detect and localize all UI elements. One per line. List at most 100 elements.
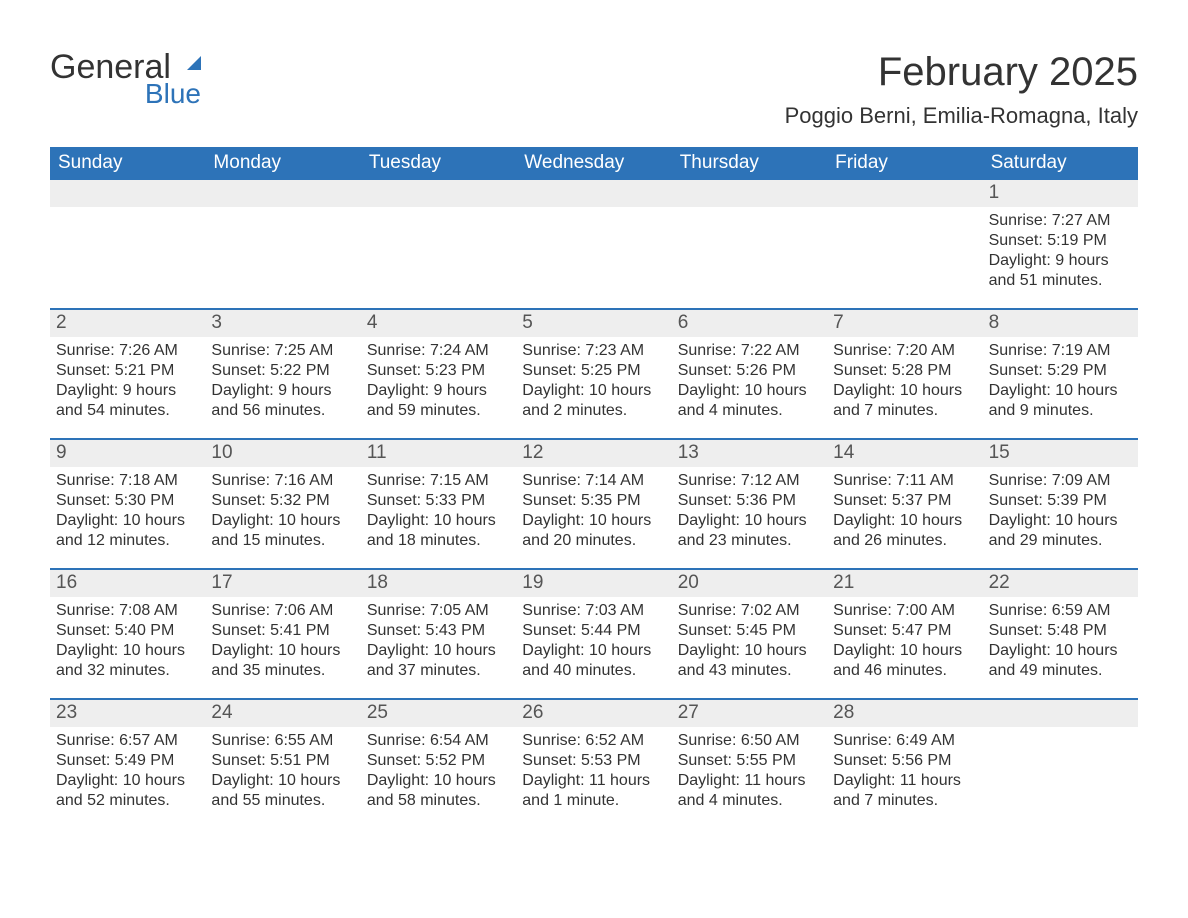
calendar-cell: 20Sunrise: 7:02 AMSunset: 5:45 PMDayligh…	[672, 570, 827, 690]
sunset-line: Sunset: 5:39 PM	[989, 491, 1132, 511]
daylight-line: Daylight: 10 hours and 26 minutes.	[833, 511, 976, 551]
logo-triangle-icon	[173, 56, 201, 70]
sunset-line: Sunset: 5:53 PM	[522, 751, 665, 771]
day-info: Sunrise: 7:05 AMSunset: 5:43 PMDaylight:…	[361, 597, 516, 681]
calendar-cell: 6Sunrise: 7:22 AMSunset: 5:26 PMDaylight…	[672, 310, 827, 430]
day-info: Sunrise: 7:14 AMSunset: 5:35 PMDaylight:…	[516, 467, 671, 551]
day-number: 13	[672, 440, 827, 467]
daylight-line: Daylight: 10 hours and 46 minutes.	[833, 641, 976, 681]
daylight-line: Daylight: 10 hours and 9 minutes.	[989, 381, 1132, 421]
sunrise-line: Sunrise: 7:05 AM	[367, 601, 510, 621]
day-info: Sunrise: 6:52 AMSunset: 5:53 PMDaylight:…	[516, 727, 671, 811]
day-info: Sunrise: 7:25 AMSunset: 5:22 PMDaylight:…	[205, 337, 360, 421]
calendar-cell: 2Sunrise: 7:26 AMSunset: 5:21 PMDaylight…	[50, 310, 205, 430]
day-info: Sunrise: 6:49 AMSunset: 5:56 PMDaylight:…	[827, 727, 982, 811]
calendar-cell: 7Sunrise: 7:20 AMSunset: 5:28 PMDaylight…	[827, 310, 982, 430]
sunset-line: Sunset: 5:19 PM	[989, 231, 1132, 251]
day-number: 28	[827, 700, 982, 727]
day-info: Sunrise: 7:12 AMSunset: 5:36 PMDaylight:…	[672, 467, 827, 551]
sunrise-line: Sunrise: 7:19 AM	[989, 341, 1132, 361]
sunrise-line: Sunrise: 7:03 AM	[522, 601, 665, 621]
weekday-header: Friday	[827, 147, 982, 180]
sunset-line: Sunset: 5:41 PM	[211, 621, 354, 641]
day-number: 27	[672, 700, 827, 727]
weekday-header: Sunday	[50, 147, 205, 180]
day-number-empty	[50, 180, 205, 207]
sunset-line: Sunset: 5:45 PM	[678, 621, 821, 641]
day-number: 11	[361, 440, 516, 467]
calendar-cell: 8Sunrise: 7:19 AMSunset: 5:29 PMDaylight…	[983, 310, 1138, 430]
daylight-line: Daylight: 10 hours and 4 minutes.	[678, 381, 821, 421]
sunrise-line: Sunrise: 7:26 AM	[56, 341, 199, 361]
sunset-line: Sunset: 5:22 PM	[211, 361, 354, 381]
sunrise-line: Sunrise: 7:15 AM	[367, 471, 510, 491]
calendar-cell: 10Sunrise: 7:16 AMSunset: 5:32 PMDayligh…	[205, 440, 360, 560]
sunset-line: Sunset: 5:43 PM	[367, 621, 510, 641]
weekday-header: Saturday	[983, 147, 1138, 180]
weekday-header-row: SundayMondayTuesdayWednesdayThursdayFrid…	[50, 147, 1138, 180]
day-info: Sunrise: 7:18 AMSunset: 5:30 PMDaylight:…	[50, 467, 205, 551]
calendar-cell: 27Sunrise: 6:50 AMSunset: 5:55 PMDayligh…	[672, 700, 827, 820]
day-number: 10	[205, 440, 360, 467]
day-info: Sunrise: 7:06 AMSunset: 5:41 PMDaylight:…	[205, 597, 360, 681]
day-number: 15	[983, 440, 1138, 467]
daylight-line: Daylight: 10 hours and 43 minutes.	[678, 641, 821, 681]
calendar-week: 23Sunrise: 6:57 AMSunset: 5:49 PMDayligh…	[50, 698, 1138, 828]
day-number: 18	[361, 570, 516, 597]
sunset-line: Sunset: 5:25 PM	[522, 361, 665, 381]
calendar: SundayMondayTuesdayWednesdayThursdayFrid…	[50, 147, 1138, 828]
sunset-line: Sunset: 5:23 PM	[367, 361, 510, 381]
day-number: 8	[983, 310, 1138, 337]
sunset-line: Sunset: 5:33 PM	[367, 491, 510, 511]
calendar-cell: 11 Sunrise: 7:15 AMSunset: 5:33 PMDayligh…	[361, 440, 516, 560]
day-info: Sunrise: 7:22 AMSunset: 5:26 PMDaylight:…	[672, 337, 827, 421]
sunset-line: Sunset: 5:40 PM	[56, 621, 199, 641]
sunset-line: Sunset: 5:48 PM	[989, 621, 1132, 641]
daylight-line: Daylight: 10 hours and 2 minutes.	[522, 381, 665, 421]
day-number: 14	[827, 440, 982, 467]
daylight-line: Daylight: 10 hours and 40 minutes.	[522, 641, 665, 681]
calendar-cell: 3Sunrise: 7:25 AMSunset: 5:22 PMDaylight…	[205, 310, 360, 430]
calendar-cell: 15Sunrise: 7:09 AMSunset: 5:39 PMDayligh…	[983, 440, 1138, 560]
sunrise-line: Sunrise: 7:22 AM	[678, 341, 821, 361]
sunset-line: Sunset: 5:44 PM	[522, 621, 665, 641]
day-number: 1	[983, 180, 1138, 207]
daylight-line: Daylight: 9 hours and 56 minutes.	[211, 381, 354, 421]
calendar-cell: 18Sunrise: 7:05 AMSunset: 5:43 PMDayligh…	[361, 570, 516, 690]
daylight-line: Daylight: 10 hours and 35 minutes.	[211, 641, 354, 681]
day-info: Sunrise: 7:11 AMSunset: 5:37 PMDaylight:…	[827, 467, 982, 551]
daylight-line: Daylight: 10 hours and 20 minutes.	[522, 511, 665, 551]
sunset-line: Sunset: 5:52 PM	[367, 751, 510, 771]
calendar-cell: 26Sunrise: 6:52 AMSunset: 5:53 PMDayligh…	[516, 700, 671, 820]
sunset-line: Sunset: 5:28 PM	[833, 361, 976, 381]
day-number: 6	[672, 310, 827, 337]
day-number: 22	[983, 570, 1138, 597]
day-number: 3	[205, 310, 360, 337]
calendar-cell	[827, 180, 982, 300]
sunrise-line: Sunrise: 7:00 AM	[833, 601, 976, 621]
logo: General Blue	[50, 50, 201, 110]
daylight-line: Daylight: 10 hours and 23 minutes.	[678, 511, 821, 551]
daylight-line: Daylight: 9 hours and 54 minutes.	[56, 381, 199, 421]
day-info: Sunrise: 6:55 AMSunset: 5:51 PMDaylight:…	[205, 727, 360, 811]
sunrise-line: Sunrise: 7:11 AM	[833, 471, 976, 491]
day-number-empty	[516, 180, 671, 207]
day-number-empty	[672, 180, 827, 207]
weekday-header: Tuesday	[361, 147, 516, 180]
day-number: 19	[516, 570, 671, 597]
sunrise-line: Sunrise: 6:50 AM	[678, 731, 821, 751]
daylight-line: Daylight: 10 hours and 18 minutes.	[367, 511, 510, 551]
calendar-cell: 19 Sunrise: 7:03 AMSunset: 5:44 PMDayligh…	[516, 570, 671, 690]
day-number: 25	[361, 700, 516, 727]
day-number: 2	[50, 310, 205, 337]
daylight-line: Daylight: 11 hours and 4 minutes.	[678, 771, 821, 811]
daylight-line: Daylight: 10 hours and 7 minutes.	[833, 381, 976, 421]
daylight-line: Daylight: 10 hours and 29 minutes.	[989, 511, 1132, 551]
day-info: Sunrise: 7:27 AMSunset: 5:19 PMDaylight:…	[983, 207, 1138, 291]
sunrise-line: Sunrise: 7:24 AM	[367, 341, 510, 361]
page-subtitle: Poggio Berni, Emilia-Romagna, Italy	[785, 103, 1138, 129]
sunset-line: Sunset: 5:32 PM	[211, 491, 354, 511]
day-number: 26	[516, 700, 671, 727]
daylight-line: Daylight: 9 hours and 59 minutes.	[367, 381, 510, 421]
day-info: Sunrise: 6:50 AMSunset: 5:55 PMDaylight:…	[672, 727, 827, 811]
